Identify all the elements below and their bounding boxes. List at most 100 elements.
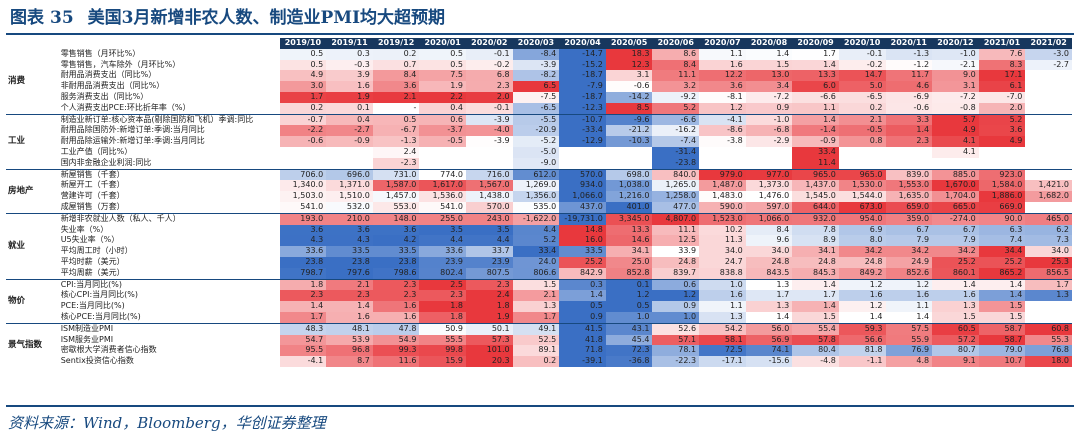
value-cell: 1,567.0 (466, 180, 513, 192)
value-cell: 15.9 (419, 356, 467, 367)
value-cell: 2.1 (512, 290, 560, 302)
value-cell: 1,356.0 (512, 191, 560, 202)
value-cell: 1.8 (419, 301, 467, 312)
value-cell: 570.0 (559, 168, 606, 181)
table-row: 新屋开工（千套） 1,340.0 1,371.0 1,587.0 1,617.0 1,56… (6, 180, 1072, 192)
value-cell (839, 147, 886, 158)
value-cell: 1.7 (279, 91, 327, 103)
value-cell: - (413, 102, 417, 112)
value-cell: -2.2 (279, 125, 327, 137)
value-cell: 1.6 (372, 301, 420, 312)
value-cell: 2.3 (326, 290, 373, 302)
value-cell: 1,437.0 (792, 180, 839, 192)
value-cell: -16.2 (652, 125, 700, 137)
value-cell: 9.0 (932, 70, 979, 82)
value-cell: 1.3 (745, 278, 793, 291)
value-cell: -15.6 (745, 356, 793, 367)
value-cell: 1.5 (792, 311, 839, 324)
value-cell: 1,371.0 (326, 180, 373, 192)
value-cell: 644.0 (792, 201, 839, 214)
value-cell: 706.0 (279, 168, 327, 181)
value-cell: 2.0 (466, 91, 513, 103)
value-cell: 1,066.0 (559, 191, 606, 202)
value-cell: 72.3 (605, 345, 653, 357)
indicator-name: 新屋销售（千套） (58, 168, 280, 181)
table-row: 核心PCE:当月同比(%) 1.7 1.6 1.6 1.8 1.9 1.7 0.9 1.0 1.0… (6, 311, 1072, 324)
value-cell (326, 158, 373, 169)
value-cell: 3.1 (932, 81, 979, 92)
table-row: 失业率（%） 3.6 3.6 3.6 3.5 3.5 4.4 14.8 13.3 11.1 10.2… (6, 224, 1072, 236)
indicator-name: 平均周薪（美元） (60, 267, 125, 277)
value-cell (1025, 312, 1072, 323)
value-cell (932, 158, 979, 169)
title-rule (6, 33, 1074, 35)
value-cell: 4.6 (885, 81, 933, 92)
value-cell: 1,536.0 (419, 191, 467, 202)
value-cell: 1,269.0 (512, 180, 560, 192)
value-cell: 0.1 (326, 102, 373, 115)
table-row: 就业 新增非农就业人数（私人、千人） 193.0 210.0 148.0 255.0 243… (6, 212, 1072, 280)
value-cell (559, 147, 606, 158)
column-header: 2020/12 (932, 38, 979, 49)
value-cell: -31.4 (652, 146, 700, 158)
value-cell: 80.4 (792, 345, 839, 357)
value-cell: 1.0 (699, 278, 746, 291)
column-header: 2020/01 (419, 38, 467, 49)
table-row: PCE:当月同比(%) 1.4 1.4 1.6 1.8 1.8 1.3 0.5 0.5 0.9 1.… (6, 301, 1072, 312)
value-cell: 54.2 (699, 322, 746, 335)
column-header: 2019/12 (372, 38, 420, 49)
value-cell: 10.7 (978, 356, 1026, 367)
value-cell: 25.2 (559, 256, 606, 268)
table-row: 房地产 新屋销售（千套） 706.0 696.0 731.0 774.0 716.0 612.… (6, 168, 1072, 214)
value-cell: 25.2 (978, 256, 1026, 268)
value-cell: 1,066.0 (745, 212, 793, 225)
table-row: 零售销售，汽车除外（月环比%） 0.5 -0.3 0.7 0.5 -0.2 -3.9 -15.… (6, 59, 1072, 71)
value-cell: -7.2 (745, 91, 793, 103)
value-cell (979, 147, 1026, 158)
value-cell: -7.9 (559, 81, 606, 92)
value-cell: 99.3 (372, 345, 420, 357)
value-cell: 148.0 (372, 212, 420, 225)
table-row: 营建许可（千套） 1,503.0 1,510.0 1,457.0 1,536.0 1,43… (6, 191, 1072, 202)
indicator-name: 工业产值（同比%） (60, 146, 133, 156)
value-cell: -10.7 (559, 113, 606, 126)
value-cell: 1.5 (932, 311, 979, 324)
value-cell: 43.1 (605, 322, 653, 335)
value-cell: 41.8 (559, 334, 606, 346)
column-header: 2020/10 (838, 38, 886, 49)
category-label: 工业 (6, 113, 59, 170)
value-cell: 12.3 (605, 59, 653, 71)
indicator-name: 失业率（%） (60, 224, 109, 234)
value-cell: -0.7 (279, 113, 327, 126)
value-cell: 1.2 (605, 290, 653, 302)
value-cell: 1,438.0 (466, 191, 513, 202)
indicator-name: 制造业新订单:核心资本品(剔除国防和飞机）季调:同比 (58, 113, 280, 126)
value-cell: -0.1 (466, 48, 513, 60)
value-cell: 6.2 (1025, 224, 1072, 236)
value-cell: 437.0 (559, 201, 606, 214)
value-cell (839, 158, 886, 169)
value-cell: 3.2 (652, 81, 700, 92)
value-cell: 193.0 (279, 212, 327, 225)
indicator-table: 2019/10 2019/11 2019/12 2020/01 2020/02 2020/… (6, 38, 1072, 367)
value-cell: 24.9 (885, 256, 933, 268)
value-cell: -2.3 (372, 157, 420, 170)
value-cell: 3.5 (419, 224, 467, 236)
figure-label: 图表 (10, 8, 44, 28)
value-cell: 6.8 (466, 70, 513, 82)
value-cell: -2.1 (932, 59, 979, 71)
value-cell: 852.8 (605, 267, 653, 280)
value-cell: 1.9 (466, 311, 513, 324)
value-cell: 1,682.0 (1025, 191, 1072, 202)
value-cell: -0.6 (605, 81, 653, 92)
value-cell: 1.7 (745, 290, 793, 302)
value-cell: 1.4 (978, 278, 1026, 291)
value-cell: 0.9 (559, 311, 606, 324)
table-row: 物价 CPI:当月同比(%) 1.8 2.1 2.3 2.5 2.3 1.5 0.3 0.1 0.6… (6, 278, 1072, 324)
value-cell: 11.1 (652, 224, 700, 236)
value-cell: 807.5 (466, 267, 513, 280)
value-cell: 0.3 (326, 48, 373, 60)
value-cell: 1.4 (745, 311, 793, 324)
column-header: 2020/07 (699, 38, 746, 49)
value-cell: 541.0 (419, 201, 467, 214)
